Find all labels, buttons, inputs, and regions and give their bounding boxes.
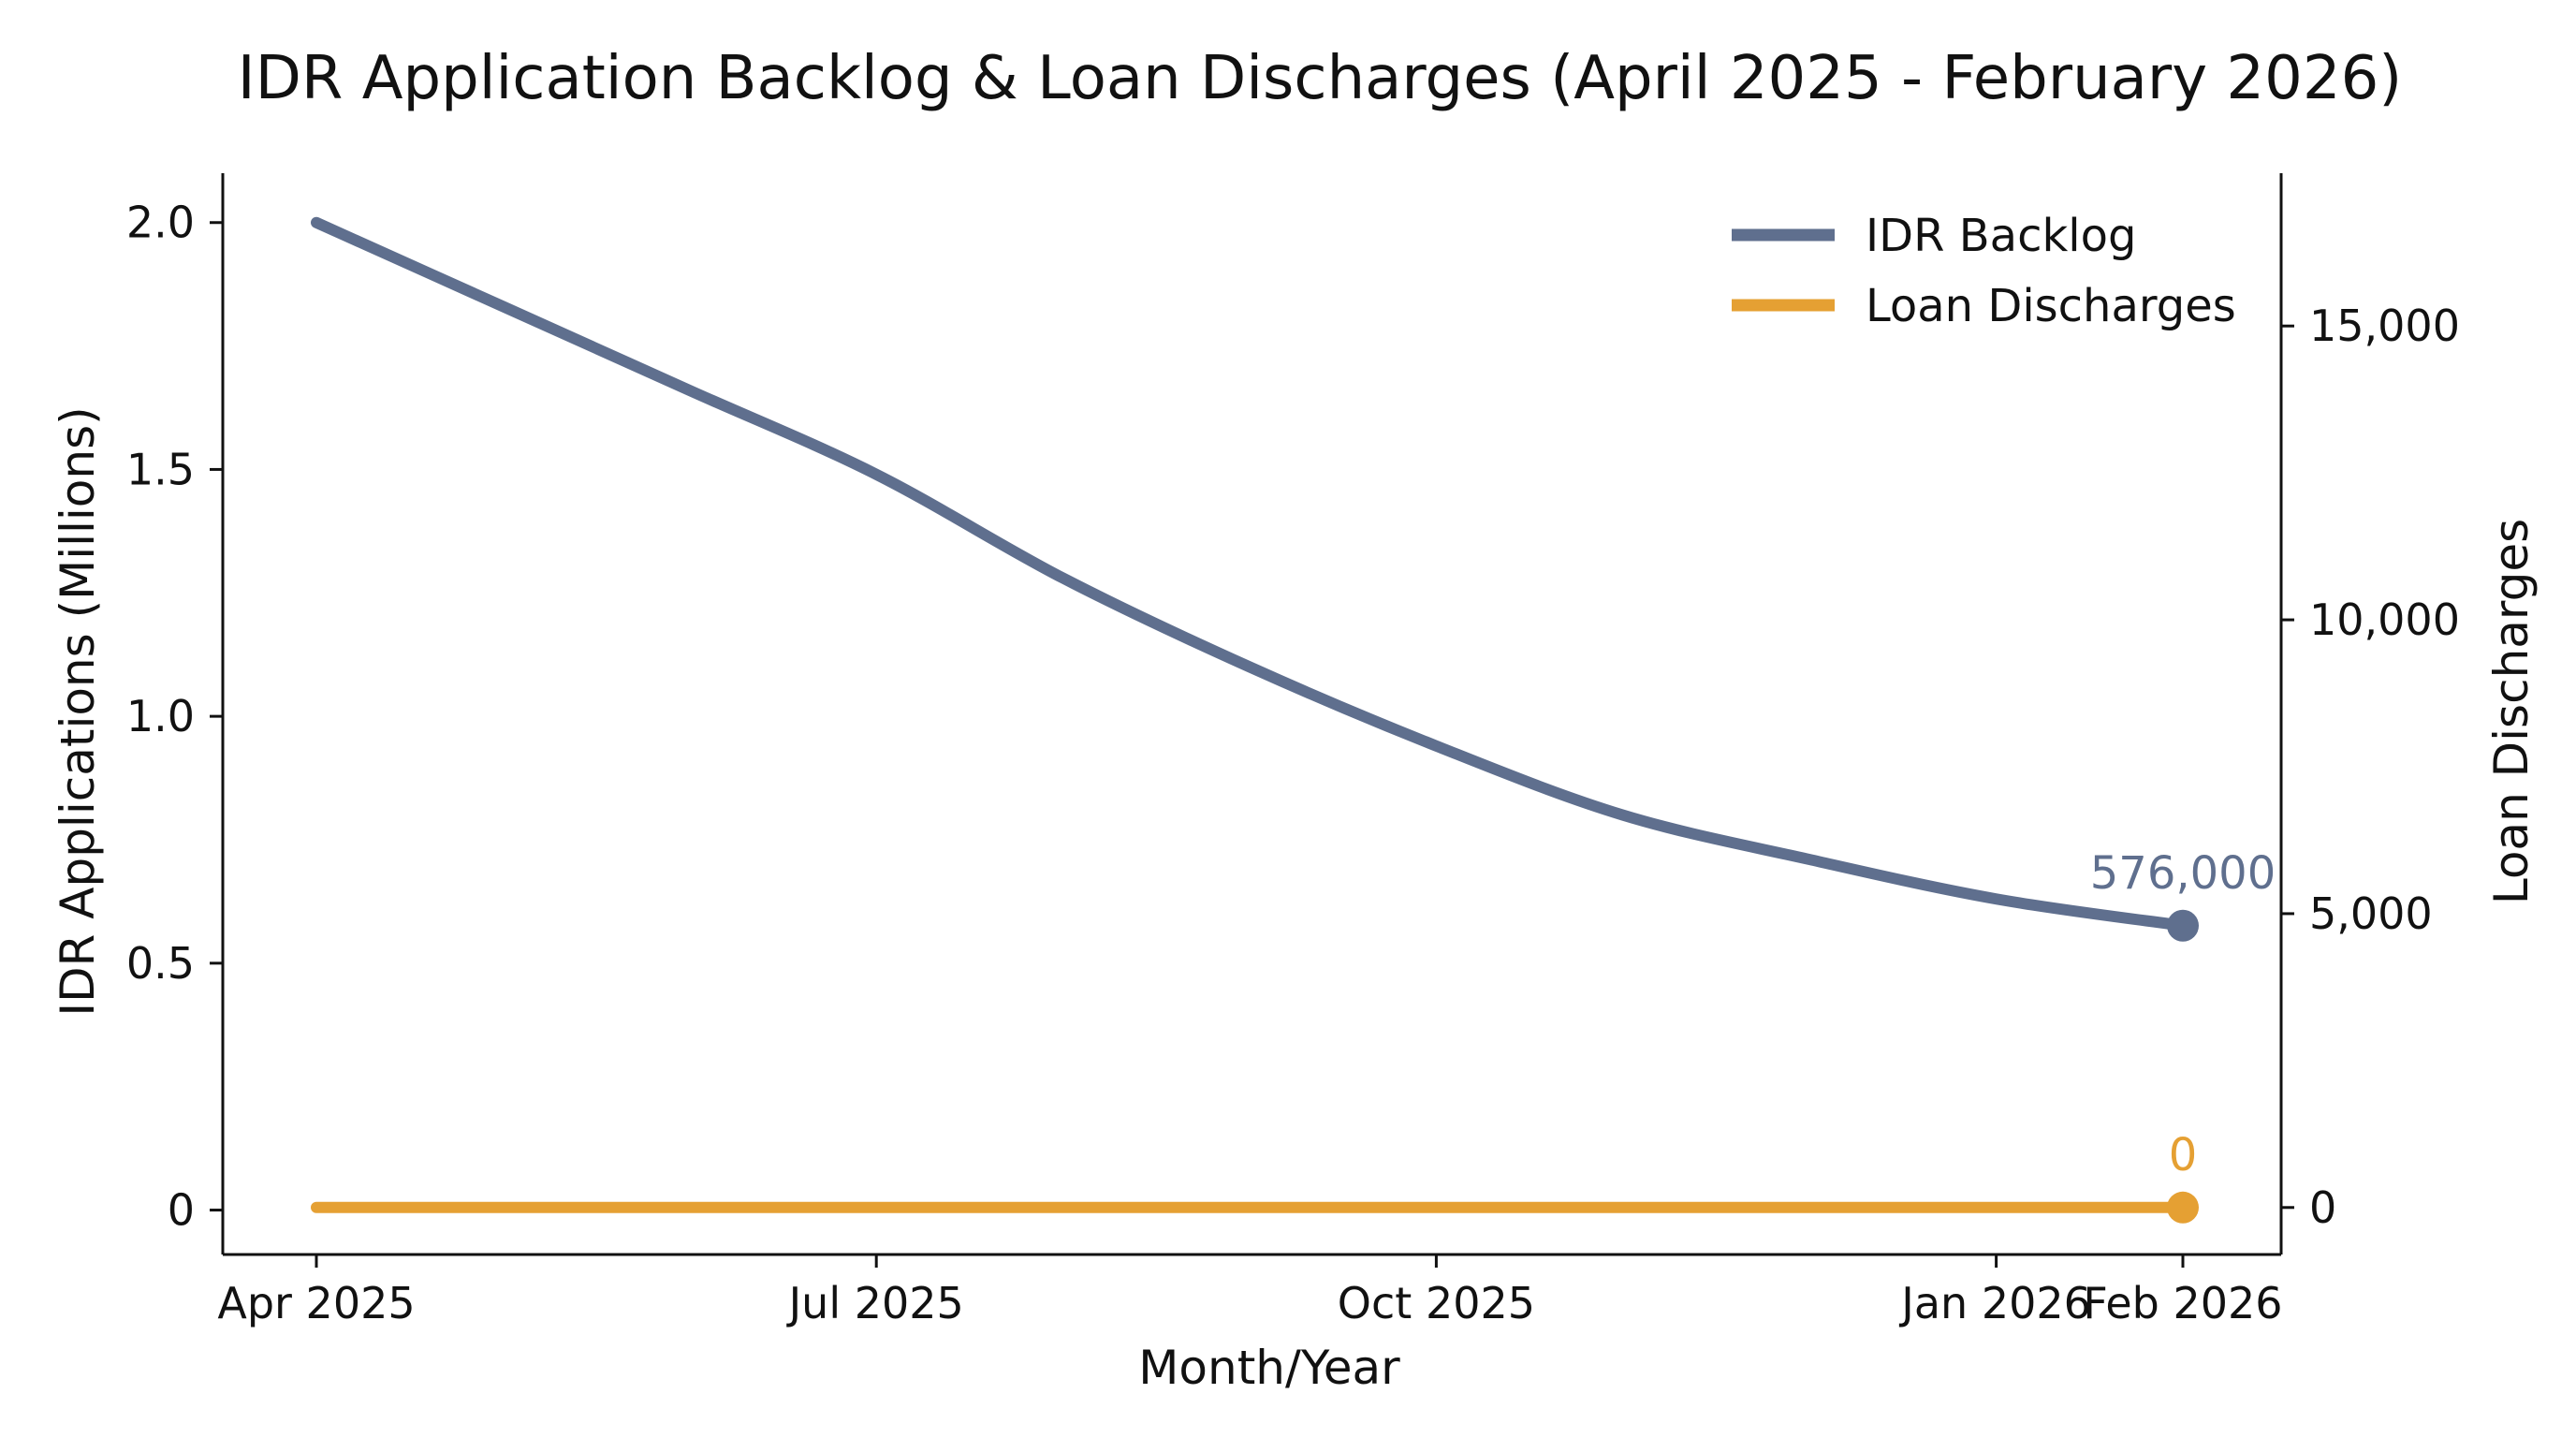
right-y-tick-label: 0 — [2309, 1182, 2336, 1233]
right-y-axis-label: Loan Discharges — [2484, 519, 2539, 904]
x-tick-label-apr-2025: Apr 2025 — [217, 1278, 415, 1328]
legend-label-idr-backlog: IDR Backlog — [1866, 210, 2136, 262]
right-y-tick-label: 15,000 — [2309, 301, 2460, 351]
left-y-tick-label: 1.5 — [126, 444, 195, 494]
right-y-axis-ticks: 0 5,000 10,000 15,000 — [2281, 301, 2460, 1233]
left-y-tick-label: 2.0 — [126, 198, 195, 248]
left-y-axis-label: IDR Applications (Millions) — [51, 406, 105, 1016]
left-y-tick-label: 1.0 — [126, 691, 195, 741]
data-label-loan-discharges: 0 — [2169, 1129, 2198, 1181]
series-layer: 576,000 0 — [311, 216, 2276, 1224]
right-y-tick-label: 10,000 — [2309, 594, 2460, 645]
legend: IDR Backlog Loan Discharges — [1732, 210, 2236, 332]
x-tick-label-jul-2025: Jul 2025 — [786, 1278, 964, 1328]
left-y-tick-label: 0 — [168, 1185, 195, 1236]
chart-title: IDR Application Backlog & Loan Discharge… — [238, 44, 2403, 113]
x-axis-label: Month/Year — [1138, 1341, 1400, 1395]
x-tick-label-feb-2026: Feb 2026 — [2083, 1278, 2282, 1328]
left-y-tick-label: 0.5 — [126, 938, 195, 989]
legend-label-loan-discharges: Loan Discharges — [1866, 280, 2236, 332]
data-label-idr-backlog: 576,000 — [2090, 847, 2276, 900]
x-tick-label-oct-2025: Oct 2025 — [1338, 1278, 1535, 1328]
x-tick-label-jan-2026: Jan 2026 — [1898, 1278, 2091, 1328]
axes — [221, 173, 2283, 1256]
left-y-axis-ticks: 0 0.5 1.0 1.5 2.0 — [126, 198, 223, 1236]
series-end-point-idr-backlog — [2167, 909, 2199, 942]
right-y-tick-label: 5,000 — [2309, 888, 2433, 939]
series-line-idr-backlog — [311, 216, 2188, 932]
series-end-point-loan-discharges — [2167, 1191, 2199, 1224]
